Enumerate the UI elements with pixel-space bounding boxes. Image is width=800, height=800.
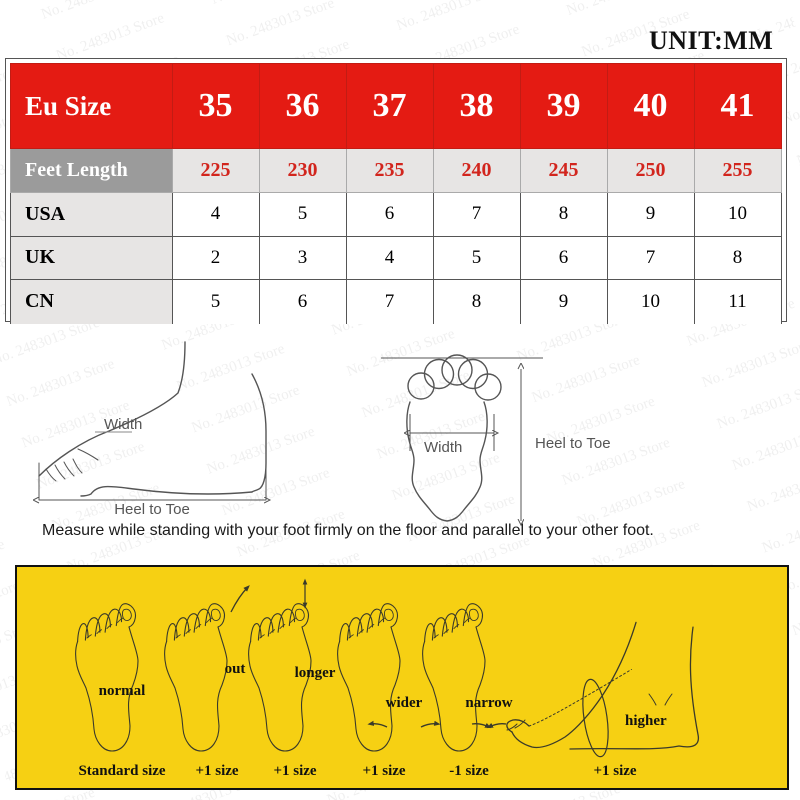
svg-text:higher: higher: [625, 713, 667, 729]
svg-text:+1 size: +1 size: [273, 763, 316, 779]
svg-text:normal: normal: [99, 683, 146, 699]
svg-text:out: out: [225, 661, 246, 677]
svg-text:+1 size: +1 size: [195, 763, 238, 779]
svg-text:+1 size: +1 size: [362, 763, 405, 779]
svg-text:+1 size: +1 size: [593, 763, 636, 779]
svg-text:wider: wider: [386, 695, 423, 711]
svg-text:-1 size: -1 size: [449, 763, 489, 779]
svg-text:longer: longer: [295, 665, 336, 681]
svg-text:Standard size: Standard size: [78, 763, 165, 779]
svg-text:narrow: narrow: [465, 695, 512, 711]
